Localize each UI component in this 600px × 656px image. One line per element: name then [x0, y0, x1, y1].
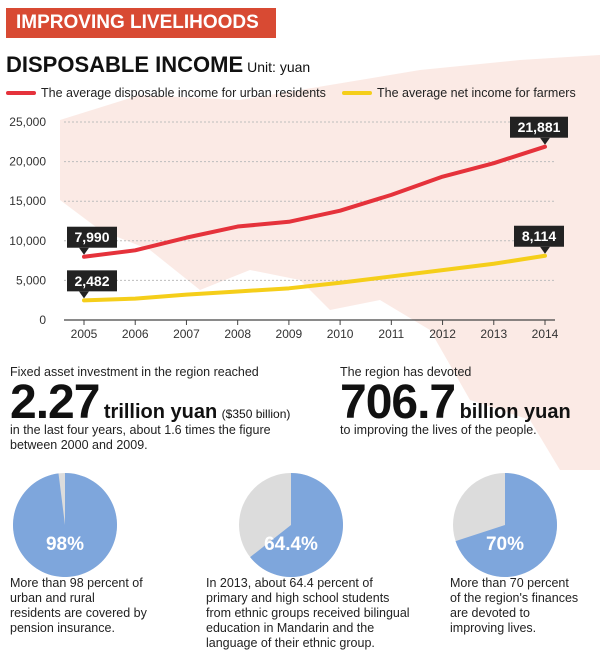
pie-bilingual-desc-line: In 2013, about 64.4 percent of [206, 576, 373, 590]
data-label: 21,881 [518, 119, 561, 135]
legend-farmers-swatch [342, 91, 372, 95]
data-label-pointer [79, 291, 89, 299]
data-label-box [514, 225, 564, 247]
pie-bilingual-desc: In 2013, about 64.4 percent of primary a… [206, 576, 410, 651]
series-line-farmers [82, 253, 547, 303]
x-tick-label: 2006 [122, 327, 149, 341]
pie-pension-desc-line: urban and rural [10, 591, 95, 605]
legend-urban-swatch [6, 91, 36, 95]
legend-urban: The average disposable income for urban … [6, 86, 326, 100]
pie-bilingual-desc-line: education in Mandarin and the [206, 621, 375, 635]
data-label-pointer [79, 247, 89, 255]
pie-finances-desc-line: of the region's finances [450, 591, 579, 605]
section-banner: IMPROVING LIVELIHOODS [6, 8, 276, 38]
pie-main-slice [455, 473, 557, 577]
stat-1-value: 2.27 trillion yuan ($350 billion) [10, 375, 290, 430]
x-tick-label: 2012 [429, 327, 456, 341]
x-tick-label: 2009 [276, 327, 303, 341]
x-tick-label: 2005 [71, 327, 98, 341]
data-label: 8,114 [522, 228, 556, 244]
stat-1-number: 2.27 [10, 376, 100, 429]
y-tick-label: 0 [39, 313, 46, 327]
stat-1-desc: in the last four years, about 1.6 times … [10, 423, 271, 453]
income-line-chart: 0 5,000 10,000 15,000 20,000 25,000 2005 2006 20… [9, 115, 568, 341]
pie-pension-desc-line: More than 98 percent of [10, 576, 143, 590]
pie-finances-desc-line: improving lives. [450, 621, 537, 635]
pie-finances-label: 70% [485, 534, 525, 555]
pie-pension-desc-line: pension insurance. [10, 621, 115, 635]
stat-2-number: 706.7 [340, 376, 456, 429]
stat-1-desc-line: between 2000 and 2009. [10, 438, 148, 452]
stat-1-desc-line: in the last four years, about 1.6 times … [10, 423, 271, 437]
x-tick-label: 2014 [532, 327, 559, 341]
data-label-box [510, 116, 568, 138]
stat-1-unit: trillion yuan [103, 401, 218, 423]
pie-bilingual-desc-line: from ethnic groups received bilingual [206, 606, 410, 620]
legend-farmers-label: The average net income for farmers [377, 86, 576, 100]
pie-finances-desc-line: are devoted to [450, 606, 530, 620]
y-tick-label: 15,000 [9, 194, 46, 208]
data-label-box [67, 226, 117, 248]
x-tick-label: 2011 [378, 327, 404, 341]
y-tick-label: 10,000 [9, 234, 46, 248]
series-line-urban [82, 144, 547, 259]
pie-pension-desc: More than 98 percent of urban and rural … [10, 576, 147, 636]
pie-main-slice [13, 473, 118, 577]
data-label-pointer [540, 246, 550, 254]
data-label: 2,482 [74, 273, 109, 289]
x-tick-label: 2008 [224, 327, 251, 341]
pie-main-slice [250, 473, 343, 577]
chart-title: DISPOSABLE INCOME Unit: yuan [6, 52, 310, 78]
stat-1-intro: Fixed asset investment in the region rea… [10, 365, 259, 379]
pie-pension-label: 98% [45, 534, 85, 555]
pie-chart-pension [13, 473, 118, 577]
stat-2-value: 706.7 billion yuan [340, 375, 571, 430]
y-tick-label: 25,000 [9, 115, 46, 129]
legend-farmers: The average net income for farmers [342, 86, 576, 100]
pie-bilingual-desc-line: language of their ethnic group. [206, 636, 375, 650]
x-tick-label: 2010 [327, 327, 354, 341]
chart-unit: Unit: yuan [247, 59, 311, 75]
y-tick-label: 5,000 [16, 273, 46, 287]
pie-finances-desc: More than 70 percent of the region's fin… [450, 576, 578, 636]
stat-1-sub: ($350 billion) [221, 407, 291, 421]
legend-urban-label: The average disposable income for urban … [41, 86, 326, 100]
data-label-box [67, 270, 117, 292]
pie-chart-bilingual [239, 473, 343, 577]
pie-bilingual-desc-line: primary and high school students [206, 591, 390, 605]
data-label-pointer [540, 137, 550, 145]
data-label: 7,990 [74, 229, 109, 245]
pie-bilingual-label: 64.4% [264, 534, 318, 555]
pie-chart-finances [453, 473, 557, 577]
x-tick-label: 2007 [173, 327, 200, 341]
stat-2-desc-line: to improving the lives of the people. [340, 423, 537, 437]
stat-2-desc: to improving the lives of the people. [340, 423, 537, 438]
stat-2-intro: The region has devoted [340, 365, 472, 379]
pie-finances-desc-line: More than 70 percent [450, 576, 569, 590]
chart-title-text: DISPOSABLE INCOME [6, 52, 244, 77]
stat-2-unit: billion yuan [459, 401, 571, 423]
y-tick-label: 20,000 [9, 155, 46, 169]
pie-pension-desc-line: residents are covered by [10, 606, 147, 620]
x-tick-label: 2013 [480, 327, 507, 341]
